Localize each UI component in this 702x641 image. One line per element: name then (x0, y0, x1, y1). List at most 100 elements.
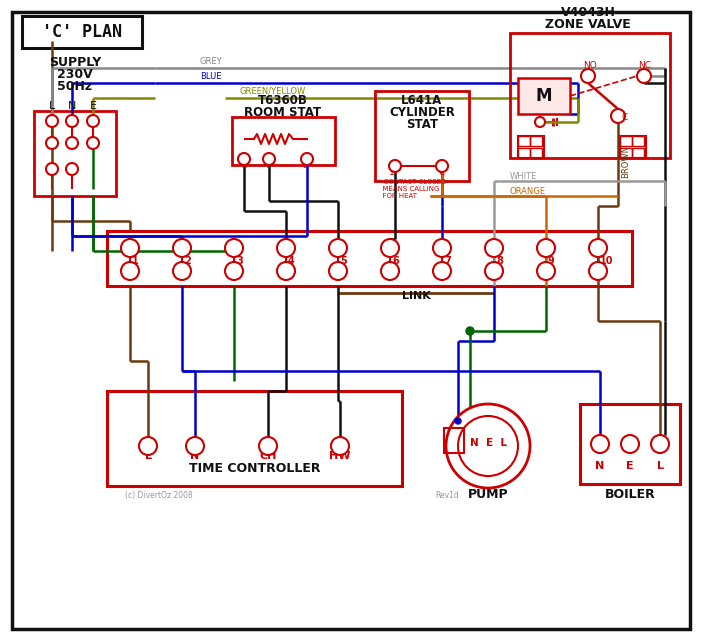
Text: Rev1d: Rev1d (435, 491, 458, 500)
Circle shape (277, 239, 295, 257)
Text: L: L (49, 101, 55, 111)
Circle shape (66, 163, 78, 175)
Bar (632, 136, 644, 146)
Text: L: L (145, 451, 152, 461)
Circle shape (87, 137, 99, 149)
Text: 7: 7 (444, 256, 451, 266)
Circle shape (173, 262, 191, 280)
Circle shape (277, 262, 295, 280)
Circle shape (46, 163, 58, 175)
Bar (518, 136, 544, 158)
Bar (22, 16, 142, 48)
Bar (530, 148, 542, 158)
Circle shape (225, 262, 243, 280)
Circle shape (389, 160, 401, 172)
Circle shape (591, 435, 609, 453)
Text: ROOM STAT: ROOM STAT (244, 106, 322, 119)
Circle shape (466, 327, 474, 335)
Text: 3: 3 (236, 256, 243, 266)
Circle shape (121, 239, 139, 257)
Text: GREEN/YELLOW: GREEN/YELLOW (240, 87, 306, 96)
Circle shape (173, 239, 191, 257)
Text: M: M (536, 87, 552, 105)
Text: 230V: 230V (57, 68, 93, 81)
Bar (530, 136, 542, 146)
Text: 4: 4 (288, 256, 295, 266)
Text: ZONE VALVE: ZONE VALVE (545, 19, 631, 31)
Circle shape (637, 69, 651, 83)
Circle shape (651, 435, 669, 453)
Circle shape (621, 435, 639, 453)
Circle shape (139, 437, 157, 455)
Circle shape (433, 262, 451, 280)
Text: TIME CONTROLLER: TIME CONTROLLER (190, 462, 321, 474)
Circle shape (537, 262, 555, 280)
Text: 3*: 3* (302, 161, 312, 170)
Bar (444, 428, 464, 453)
Text: E: E (626, 461, 634, 471)
Text: T6360B: T6360B (258, 94, 308, 108)
Text: N: N (68, 101, 77, 111)
Bar (510, 33, 670, 158)
Text: 10: 10 (600, 256, 614, 266)
Circle shape (329, 262, 347, 280)
Text: 8: 8 (496, 256, 503, 266)
Text: V4043H: V4043H (561, 6, 616, 19)
Circle shape (263, 153, 275, 165)
Circle shape (589, 262, 607, 280)
Circle shape (381, 262, 399, 280)
Circle shape (46, 137, 58, 149)
Circle shape (537, 239, 555, 257)
Circle shape (238, 153, 250, 165)
Text: C: C (622, 113, 628, 122)
Text: C: C (439, 168, 445, 177)
Bar (232, 117, 335, 165)
Text: NC: NC (638, 61, 651, 70)
Circle shape (259, 437, 277, 455)
Text: STAT: STAT (406, 119, 438, 131)
Text: CH: CH (259, 451, 277, 461)
Bar (375, 91, 469, 181)
Text: * CONTACT CLOSED
  MEANS CALLING
  FOR HEAT: * CONTACT CLOSED MEANS CALLING FOR HEAT (378, 179, 446, 199)
Text: 9: 9 (548, 256, 555, 266)
Text: NO: NO (583, 61, 597, 70)
Circle shape (485, 262, 503, 280)
Circle shape (46, 115, 58, 127)
Text: WHITE: WHITE (510, 172, 537, 181)
Text: 2: 2 (184, 256, 191, 266)
Text: N  E  L: N E L (470, 438, 507, 448)
Circle shape (446, 404, 530, 488)
Circle shape (455, 418, 461, 424)
Circle shape (301, 153, 313, 165)
Text: 1: 1 (266, 161, 272, 170)
Circle shape (66, 115, 78, 127)
Text: BLUE: BLUE (200, 72, 222, 81)
Bar (518, 136, 530, 146)
Text: HW: HW (329, 451, 351, 461)
Text: 6: 6 (392, 256, 399, 266)
Circle shape (535, 117, 545, 127)
Text: L: L (656, 461, 663, 471)
Text: CYLINDER: CYLINDER (389, 106, 455, 119)
Text: 2: 2 (241, 161, 247, 170)
Circle shape (329, 239, 347, 257)
Text: E: E (89, 101, 96, 111)
Text: 50Hz: 50Hz (58, 80, 93, 93)
Bar (518, 78, 570, 114)
Circle shape (436, 160, 448, 172)
Bar (632, 148, 644, 158)
Text: BROWN: BROWN (621, 144, 630, 178)
Circle shape (225, 239, 243, 257)
Text: 5: 5 (340, 256, 347, 266)
Text: GREY: GREY (200, 57, 223, 66)
Circle shape (589, 239, 607, 257)
Circle shape (433, 239, 451, 257)
Circle shape (186, 437, 204, 455)
Circle shape (381, 239, 399, 257)
Circle shape (66, 137, 78, 149)
Text: 'C' PLAN: 'C' PLAN (42, 23, 122, 41)
Circle shape (121, 262, 139, 280)
Text: 1*: 1* (389, 168, 399, 177)
Circle shape (331, 437, 349, 455)
Text: LINK: LINK (402, 291, 430, 301)
